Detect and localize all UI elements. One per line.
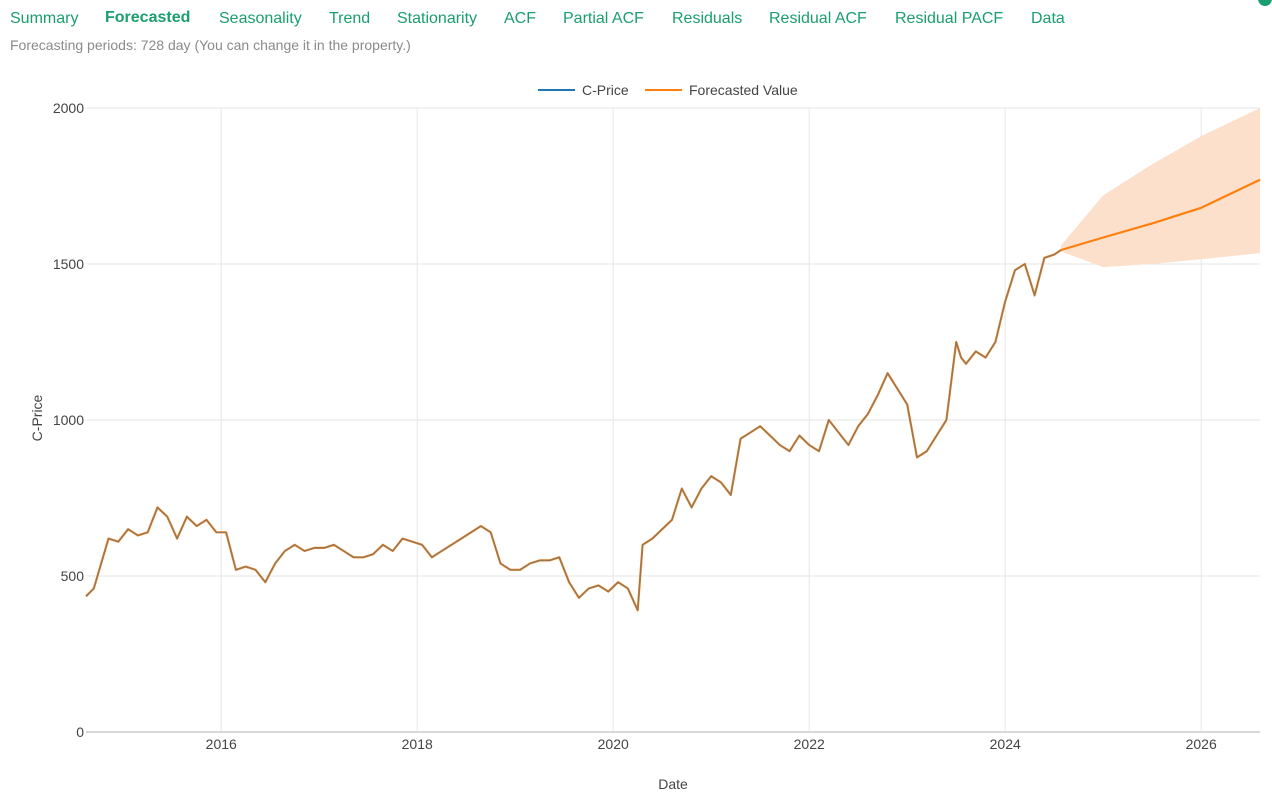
series-line-c-price [85,249,1062,611]
tab-stationarity[interactable]: Stationarity [397,10,478,27]
grid-lines [86,107,1260,732]
legend: C-Price Forecasted Value [538,82,798,98]
y-tick-label: 0 [76,724,84,740]
tab-seasonality[interactable]: Seasonality [219,10,302,27]
x-tick-label: 2022 [794,736,825,752]
x-tick-label: 2024 [990,736,1021,752]
tab-trend[interactable]: Trend [329,10,371,27]
x-axis-ticks: 2016 2018 2020 2022 2024 2026 [206,736,1217,752]
tab-residuals[interactable]: Residuals [672,10,743,27]
legend-label-forecasted-value[interactable]: Forecasted Value [689,82,798,98]
x-tick-label: 2026 [1186,736,1217,752]
tab-partial-acf[interactable]: Partial ACF [563,10,644,27]
tab-bar: Summary Forecasted Seasonality Trend Sta… [0,0,1272,36]
y-axis-title: C-Price [29,394,45,441]
tab-residual-pacf[interactable]: Residual PACF [895,10,1004,27]
y-tick-label: 2000 [53,100,84,116]
y-tick-label: 500 [61,568,85,584]
y-tick-label: 1500 [53,256,84,272]
x-tick-label: 2018 [402,736,433,752]
x-tick-label: 2020 [598,736,629,752]
tab-forecasted[interactable]: Forecasted [105,9,191,26]
y-axis-ticks: 0 500 1000 1500 2000 [53,100,84,740]
legend-label-c-price[interactable]: C-Price [582,82,629,98]
tab-summary[interactable]: Summary [10,10,79,27]
forecast-confidence-band [1061,108,1260,268]
forecast-periods-note: Forecasting periods: 728 day (You can ch… [10,37,411,53]
series-line-forecasted-value [85,178,1261,612]
x-axis-title: Date [658,776,688,792]
status-dot-icon [1258,0,1272,6]
tab-data[interactable]: Data [1031,10,1065,27]
tab-acf[interactable]: ACF [504,10,536,27]
tab-residual-acf[interactable]: Residual ACF [769,10,867,27]
y-tick-label: 1000 [53,412,84,428]
x-tick-label: 2016 [206,736,237,752]
